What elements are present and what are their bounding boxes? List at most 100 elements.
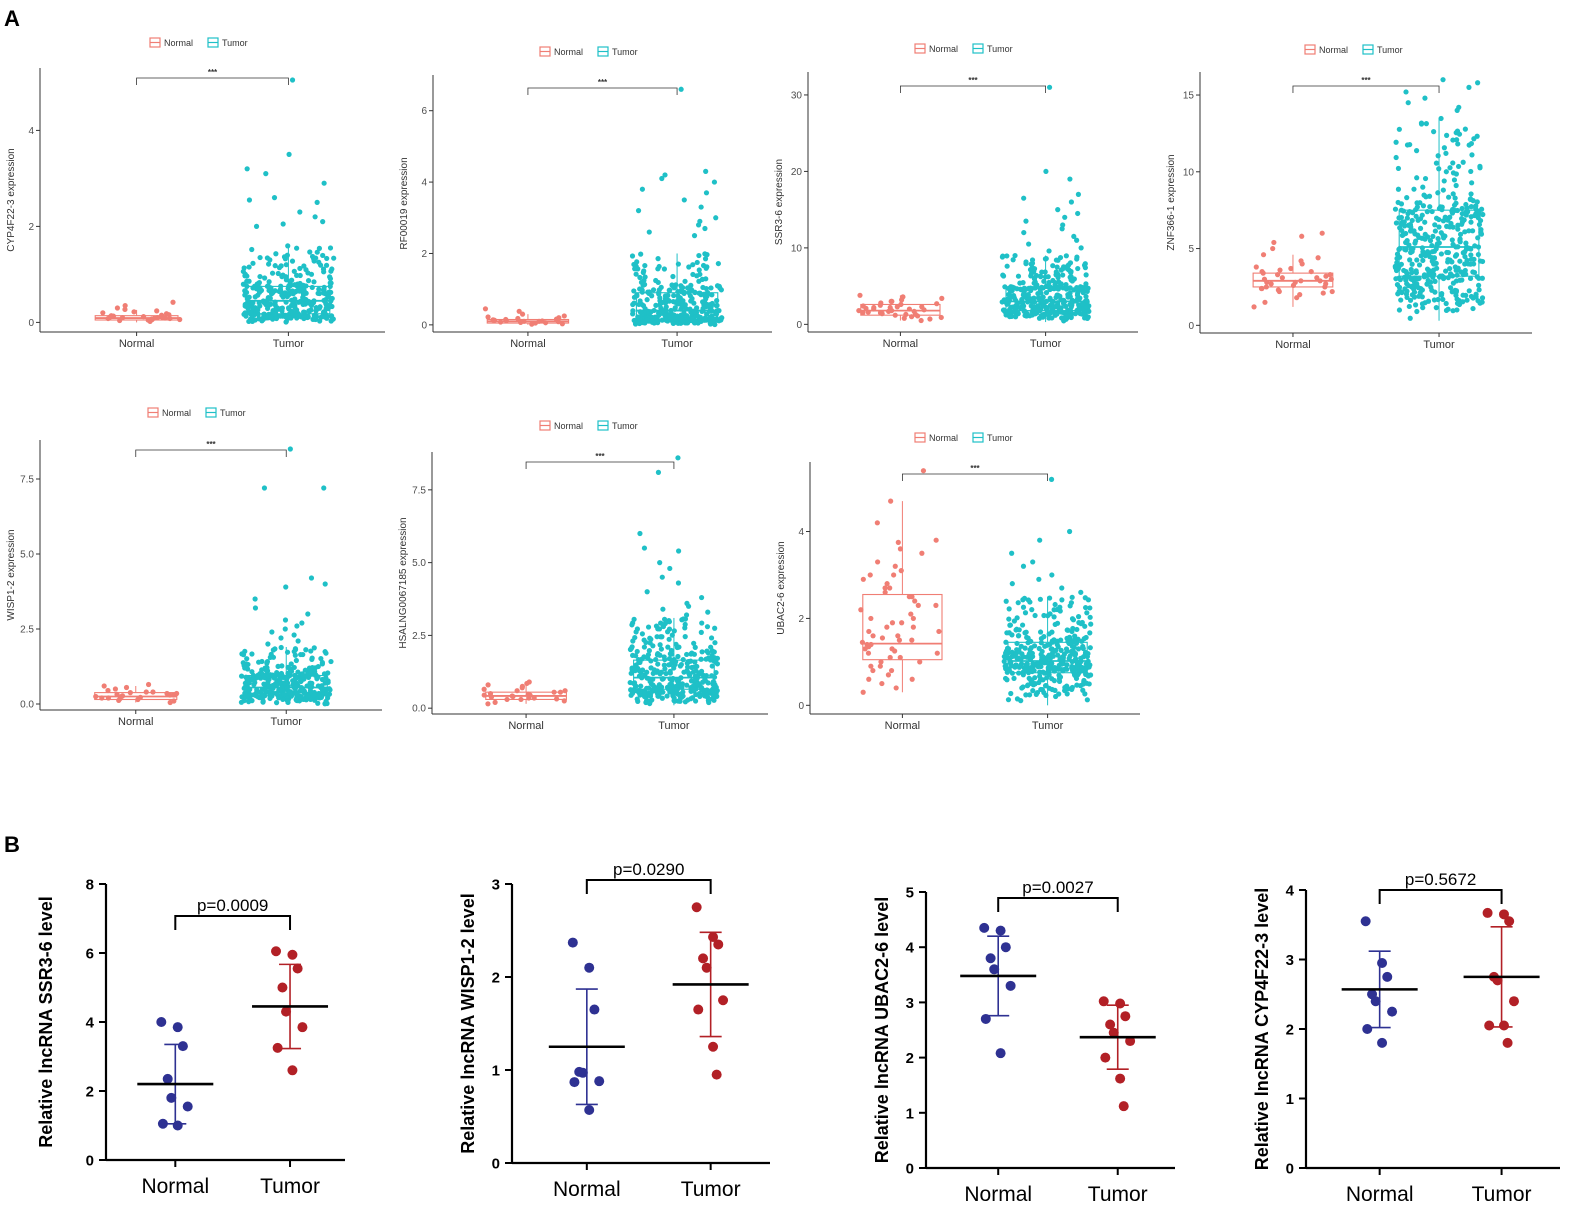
- data-point-tumor: [655, 651, 661, 657]
- data-point-tumor: [1476, 282, 1482, 288]
- data-point-tumor: [281, 691, 287, 698]
- data-point-tumor: [1086, 308, 1092, 314]
- data-point-tumor: [280, 696, 286, 703]
- y-tick-label: 2: [86, 1084, 94, 1101]
- data-point-tumor: [1414, 308, 1420, 315]
- data-point-tumor: [261, 311, 267, 317]
- data-point-tumor: [1459, 221, 1465, 227]
- data-point-tumor: [1078, 245, 1084, 251]
- data-point-tumor: [712, 640, 718, 646]
- y-tick-label: 7.5: [20, 475, 34, 486]
- data-point-tumor: [698, 953, 709, 964]
- x-tick-label-tumor: Tumor: [273, 338, 305, 350]
- data-point-tumor: [294, 307, 300, 313]
- data-point-tumor: [1429, 242, 1435, 249]
- data-point-tumor: [1002, 284, 1008, 290]
- data-point-tumor: [641, 644, 647, 650]
- data-point-tumor: [634, 648, 640, 655]
- y-tick-label: 3: [1286, 952, 1294, 969]
- data-point-tumor: [1055, 644, 1061, 650]
- data-point-normal: [182, 1101, 193, 1112]
- data-point-normal: [856, 307, 862, 314]
- data-point-tumor: [1063, 303, 1069, 310]
- data-point-tumor: [684, 664, 691, 670]
- data-point-normal: [875, 559, 881, 565]
- data-point-tumor: [1508, 996, 1519, 1007]
- data-point-tumor: [662, 666, 668, 672]
- data-point-tumor: [249, 669, 255, 675]
- data-point-normal: [118, 693, 124, 700]
- data-point-normal: [131, 309, 137, 315]
- data-point-tumor: [316, 286, 322, 292]
- data-point-tumor: [297, 677, 304, 684]
- data-point-tumor: [273, 700, 280, 706]
- data-point-tumor: [661, 616, 668, 622]
- data-point-tumor: [675, 653, 681, 660]
- data-point-tumor: [695, 313, 701, 319]
- data-point-normal: [866, 676, 872, 682]
- data-point-tumor: [703, 276, 709, 282]
- data-point-tumor: [328, 658, 334, 665]
- data-point-tumor: [1413, 148, 1420, 154]
- x-tick-label-tumor: Tumor: [1472, 1183, 1532, 1206]
- data-point-tumor-max: [287, 446, 293, 452]
- data-point-tumor: [1064, 666, 1070, 672]
- data-point-tumor: [641, 545, 648, 551]
- data-point-normal: [562, 688, 568, 694]
- data-point-tumor: [1021, 195, 1027, 201]
- data-point-tumor: [321, 284, 327, 290]
- data-point-normal: [1315, 255, 1321, 261]
- data-point-tumor: [639, 287, 645, 293]
- data-point-normal: [559, 321, 565, 327]
- data-point-tumor: [257, 254, 263, 261]
- data-point-normal: [143, 689, 149, 695]
- data-point-tumor: [253, 689, 260, 696]
- data-point-tumor: [328, 289, 334, 295]
- data-point-normal: [1263, 284, 1269, 290]
- data-point-tumor: [1443, 268, 1449, 274]
- y-tick-label: 3: [906, 995, 914, 1012]
- data-point-tumor: [1466, 245, 1472, 251]
- data-point-tumor: [1019, 622, 1026, 628]
- data-point-tumor: [326, 294, 332, 300]
- y-axis-label: RF00019 expression: [399, 157, 410, 249]
- data-point-tumor: [316, 290, 323, 297]
- data-point-tumor: [1032, 279, 1038, 285]
- data-point-normal: [892, 312, 898, 318]
- data-point-tumor: [1021, 285, 1027, 291]
- data-point-tumor: [1023, 218, 1029, 224]
- data-point-tumor: [1069, 686, 1075, 692]
- data-point-normal: [889, 620, 896, 626]
- data-point-normal: [492, 699, 498, 705]
- data-point-normal: [105, 687, 111, 694]
- data-point-tumor: [1068, 600, 1075, 606]
- data-point-tumor: [1040, 654, 1046, 660]
- data-point-tumor: [1401, 274, 1408, 280]
- data-point-tumor: [1054, 620, 1061, 626]
- data-point-tumor: [1053, 693, 1059, 700]
- data-point-normal: [887, 585, 893, 591]
- y-tick-label: 3: [492, 877, 500, 894]
- data-point-tumor: [709, 308, 715, 314]
- data-point-tumor: [1468, 140, 1475, 147]
- data-point-tumor: [710, 679, 716, 685]
- data-point-normal: [526, 679, 532, 685]
- data-point-tumor: [1419, 301, 1426, 307]
- data-point-normal: [1297, 292, 1303, 298]
- y-axis-label: Relative lncRNA WISP1-2 level: [458, 893, 478, 1153]
- data-point-tumor: [1051, 665, 1058, 671]
- data-point-tumor: [272, 263, 278, 269]
- data-point-tumor: [1066, 285, 1073, 291]
- data-point-tumor: [1436, 216, 1442, 223]
- data-point-tumor: [1007, 308, 1013, 315]
- data-point-tumor: [249, 651, 255, 657]
- data-point-tumor: [311, 298, 317, 304]
- data-point-tumor: [1422, 219, 1428, 225]
- data-point-tumor: [657, 642, 663, 648]
- data-point-tumor: [676, 692, 682, 698]
- data-point-tumor: [1048, 646, 1054, 652]
- data-point-tumor: [1393, 154, 1399, 161]
- data-point-tumor: [1059, 597, 1065, 603]
- y-tick-label: 4: [86, 1015, 95, 1032]
- data-point-normal: [889, 646, 895, 652]
